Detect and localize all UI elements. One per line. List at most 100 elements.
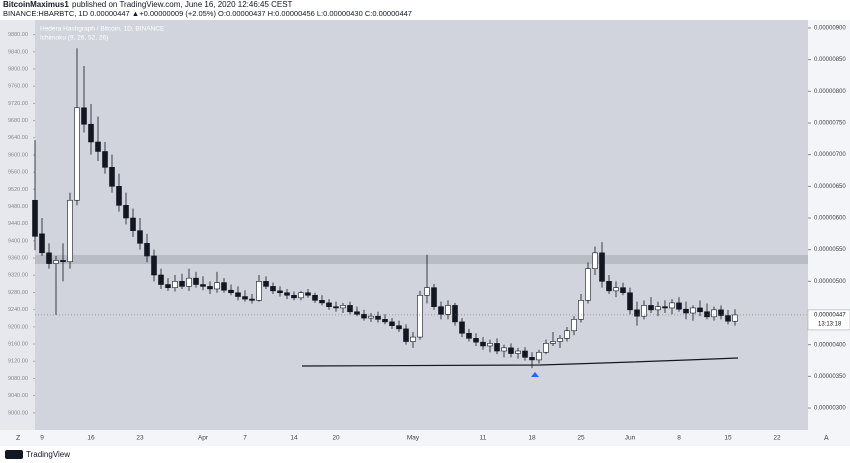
candle-body [284, 292, 290, 296]
y2-tick-label: 9400.00 [8, 238, 28, 244]
candle-body [578, 300, 584, 320]
x-tick-label: Apr [198, 435, 209, 442]
y-tick-label: 0.00000600 [814, 216, 846, 222]
candle-body [74, 107, 80, 201]
y-tick-label: 0.00000400 [814, 342, 846, 348]
indicator: Ichimoku (9, 26, 52, 26) [40, 35, 108, 42]
marker-triangle [531, 372, 539, 377]
candle-body [354, 311, 360, 315]
candle-body [403, 328, 409, 342]
candle-body [522, 350, 528, 358]
candle-body [375, 315, 381, 320]
candle-body [634, 309, 640, 317]
y2-tick-label: 9640.00 [8, 135, 28, 141]
y2-tick-label: 9480.00 [8, 204, 28, 210]
candle-body [102, 151, 108, 168]
candle-body [501, 347, 507, 352]
candle-body [200, 284, 206, 287]
candle-body [613, 287, 619, 292]
y2-tick-label: 9000.00 [8, 410, 28, 416]
candle-body [536, 351, 542, 361]
candle-body [648, 305, 654, 311]
candle-body [144, 243, 150, 257]
candle-body [123, 205, 129, 219]
y2-tick-label: 9080.00 [8, 376, 28, 382]
y2-tick-label: 9160.00 [8, 341, 28, 347]
left-axis-bg [0, 20, 35, 430]
candle-body [207, 286, 213, 290]
candle-body [333, 306, 339, 309]
candle-body [480, 341, 486, 347]
y-tick-label: 0.00000350 [814, 374, 846, 380]
y-tick-label: 0.00000750 [814, 121, 846, 127]
footer: TradingView [26, 450, 70, 459]
y2-tick-label: 9800.00 [8, 66, 28, 72]
candle-body [312, 294, 318, 301]
candle-body [431, 287, 437, 307]
y2-tick-label: 9040.00 [8, 393, 28, 399]
candle-body [676, 302, 682, 310]
candle-body [438, 306, 444, 315]
candle-body [459, 321, 465, 334]
candle-body [564, 330, 570, 339]
candle-body [571, 319, 577, 332]
candle-body [445, 305, 451, 315]
candle-body [368, 315, 374, 319]
candle-body [620, 287, 626, 294]
candle-body [494, 343, 500, 352]
y-tick-label: 0.00000300 [814, 406, 846, 412]
candle-body [46, 252, 52, 264]
candle-body [725, 315, 731, 322]
y2-tick-label: 9520.00 [8, 187, 28, 193]
y2-tick-label: 9120.00 [8, 359, 28, 365]
candle-body [557, 338, 563, 342]
candle-body [130, 217, 136, 231]
symbol-line: BINANCE:HBARBTC, 1D 0.00000447 ▲+0.00000… [3, 9, 412, 18]
y2-tick-label: 9280.00 [8, 290, 28, 296]
candle-body [599, 252, 605, 282]
candle-body [452, 305, 458, 323]
candle-body [396, 325, 402, 330]
candle-body [186, 277, 192, 287]
candle-body [627, 292, 633, 311]
candle-body [263, 281, 269, 287]
y2-tick-label: 9680.00 [8, 118, 28, 124]
candle-body [158, 274, 164, 285]
candle-body [116, 186, 122, 206]
resistance-band [35, 255, 808, 264]
x-tick-label: 11 [480, 435, 487, 442]
candle-body [305, 292, 311, 296]
button[interactable]: A [824, 435, 829, 442]
x-tick-label: 8 [677, 435, 681, 442]
y-tick-label: 0.00000650 [814, 184, 846, 190]
candle-body [39, 233, 45, 254]
candle-body [193, 277, 199, 285]
y2-tick-label: 9560.00 [8, 170, 28, 176]
x-tick-label: 18 [528, 435, 536, 442]
candle-body [669, 302, 675, 309]
y-tick-label: 0.00000500 [814, 279, 846, 285]
y2-tick-label: 9200.00 [8, 324, 28, 330]
published: published on TradingView.com, June 16, 2… [72, 0, 293, 9]
candle-body [410, 336, 416, 342]
candle-body [389, 321, 395, 326]
y2-tick-label: 9600.00 [8, 152, 28, 158]
candle-body [151, 255, 157, 276]
candle-body [487, 343, 493, 347]
y2-tick-label: 9440.00 [8, 221, 28, 227]
x-tick-label: 9 [40, 435, 44, 442]
candle-body [53, 260, 59, 264]
right-axis-bg [808, 20, 850, 430]
candle-body [718, 309, 724, 316]
x-tick-label: 20 [332, 435, 340, 442]
y2-tick-label: 9360.00 [8, 256, 28, 262]
x-tick-label: Jun [625, 435, 636, 442]
candle-body [515, 350, 521, 354]
button[interactable]: Z [16, 435, 21, 442]
y2-tick-label: 9320.00 [8, 273, 28, 279]
y-tick-label: 0.00000800 [814, 89, 846, 95]
candle-body [690, 307, 696, 314]
candle-body [179, 281, 185, 287]
candle-body [95, 141, 101, 152]
